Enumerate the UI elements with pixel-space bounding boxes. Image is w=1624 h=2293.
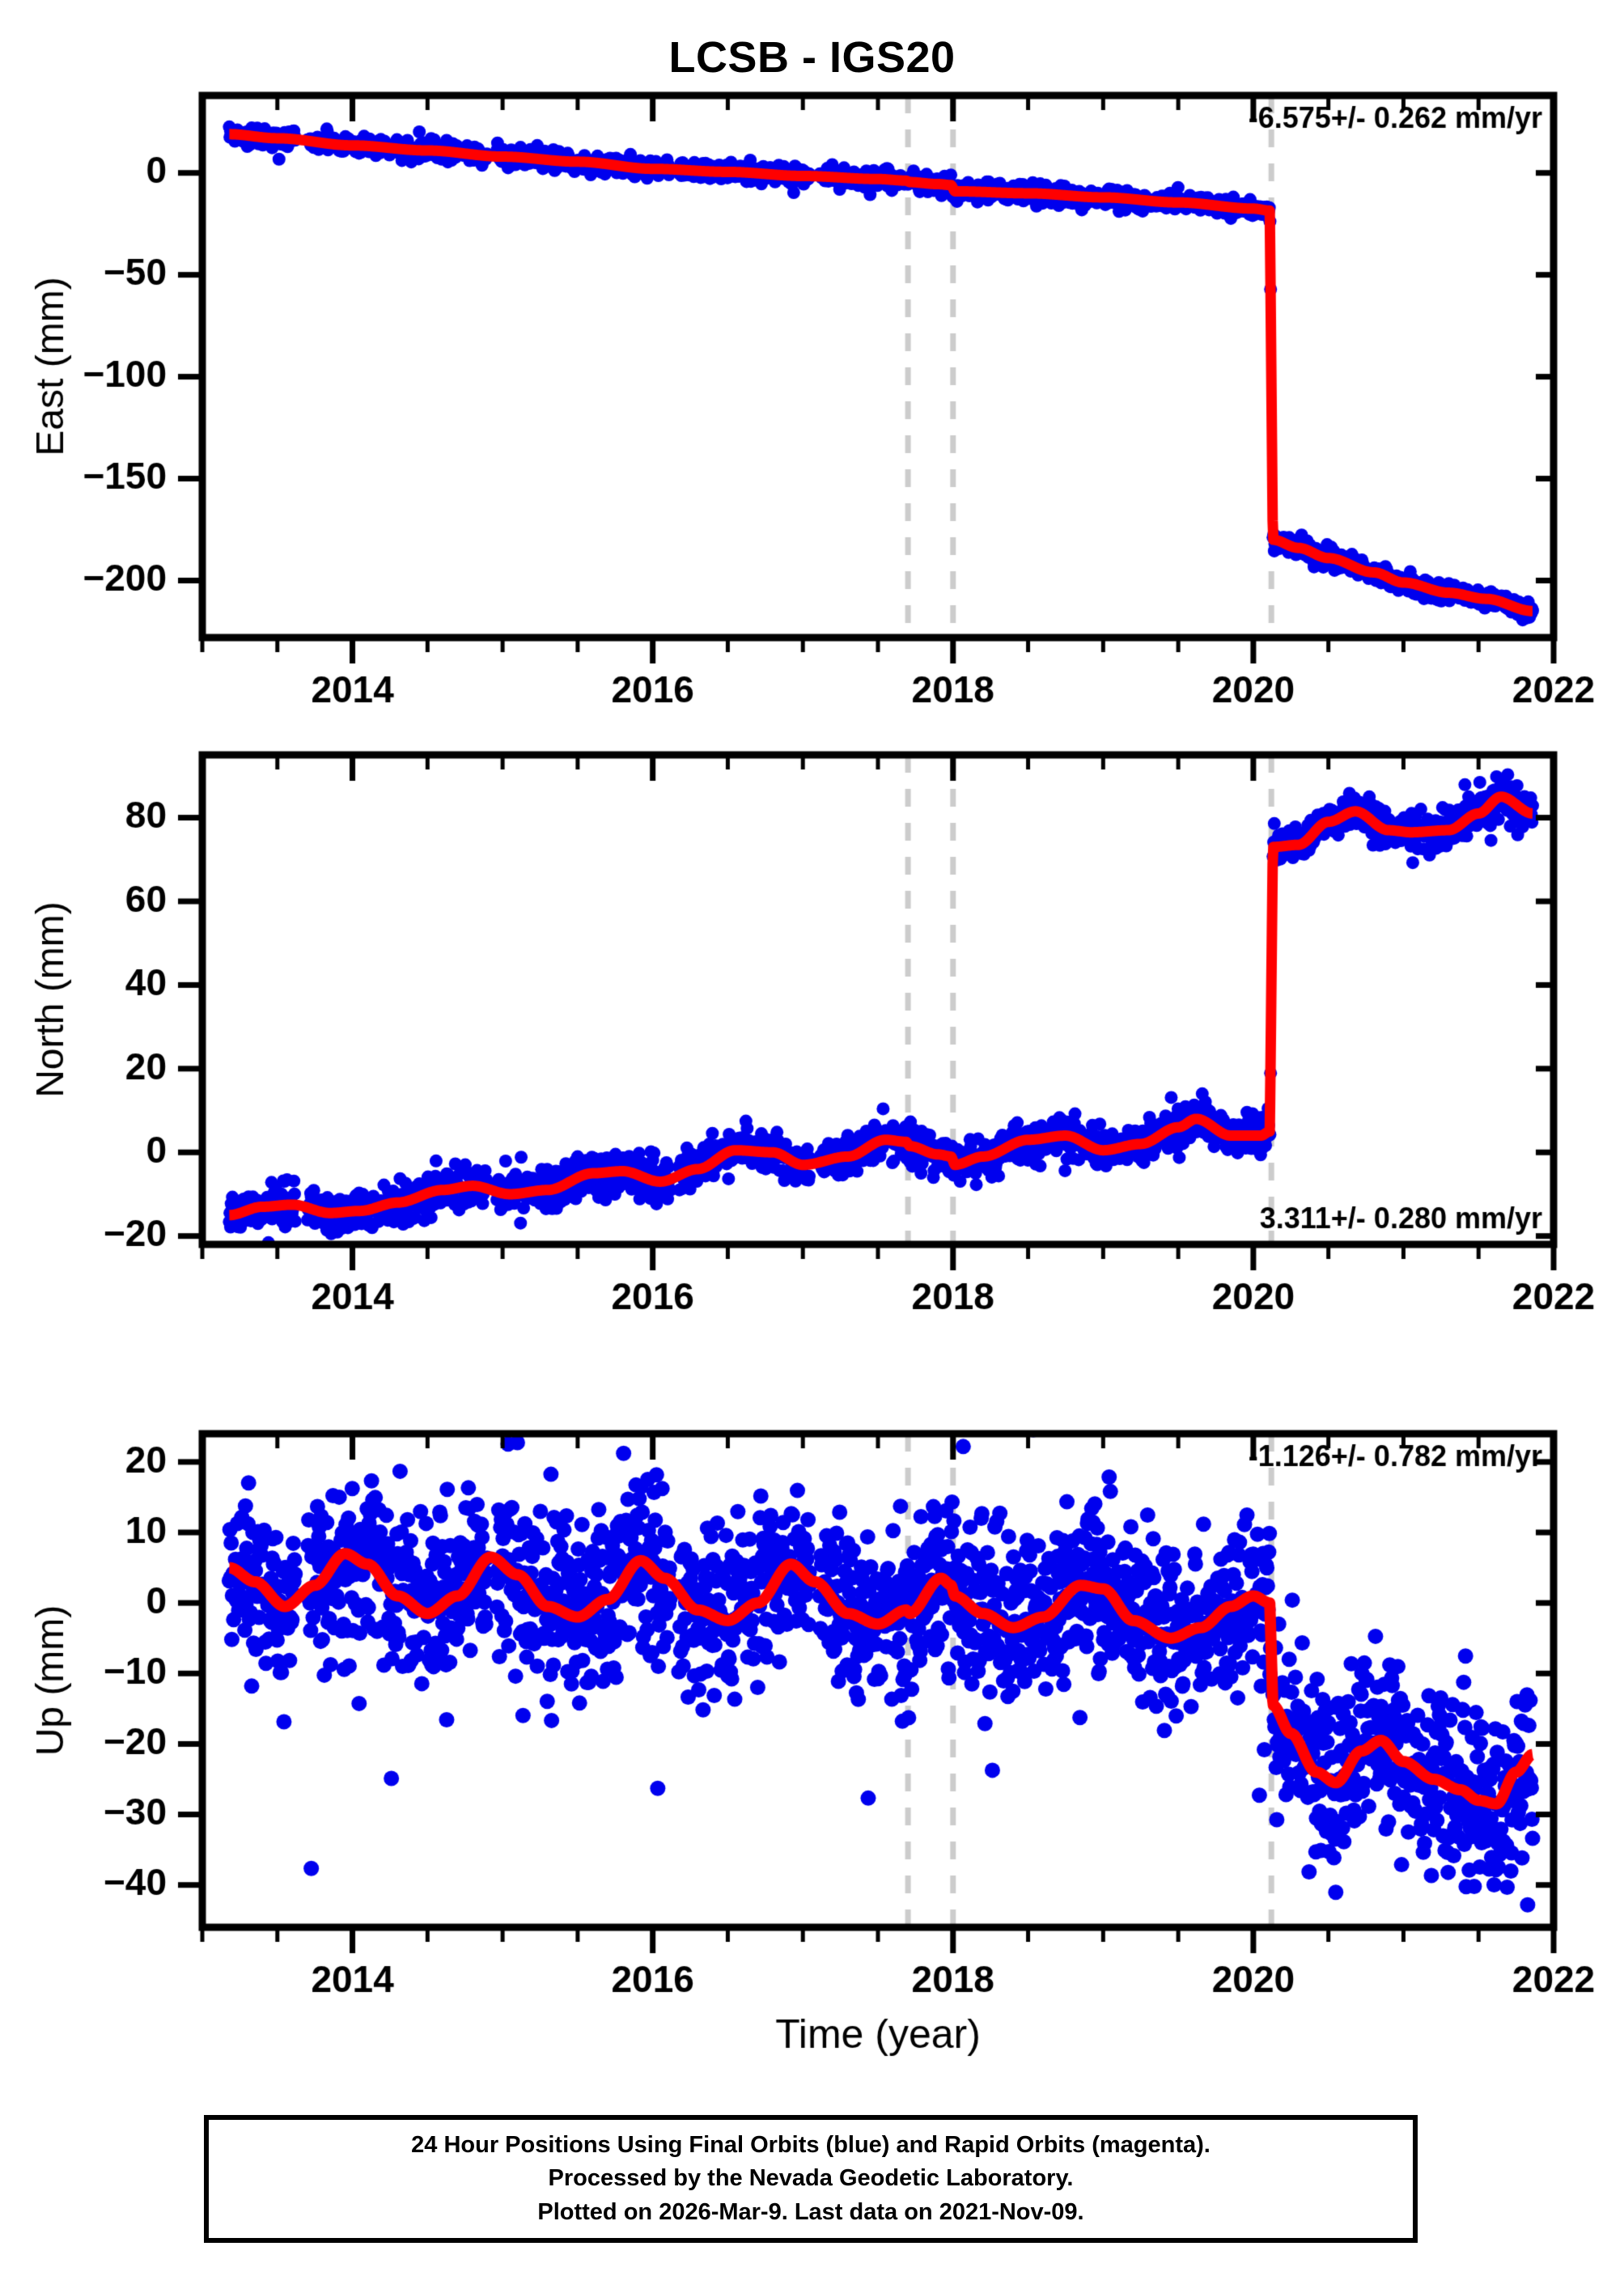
footer-line-dates: Plotted on 2026-Mar-9. Last data on 2021… [537,2198,1084,2225]
footer-caption-box: 24 Hour Positions Using Final Orbits (bl… [204,2115,1418,2243]
footer-line-processor: Processed by the Nevada Geodetic Laborat… [548,2165,1074,2192]
footer-line-orbits: 24 Hour Positions Using Final Orbits (bl… [411,2132,1211,2159]
